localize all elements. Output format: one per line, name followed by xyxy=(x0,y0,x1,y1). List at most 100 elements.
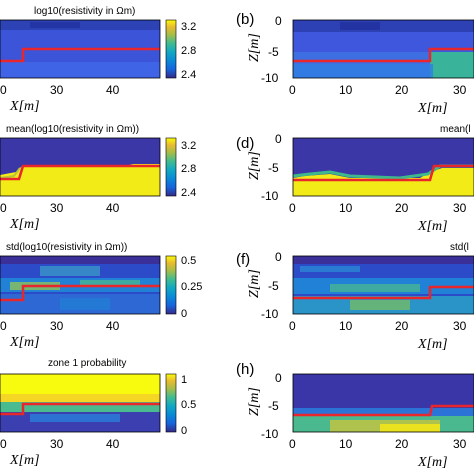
panel-e-xlabel: X[m] xyxy=(9,335,40,350)
panel-a-plot xyxy=(0,19,161,79)
panel-d-xlabel: X[m] xyxy=(417,219,448,234)
panel-b-ytick-2: -10 xyxy=(261,71,279,85)
panel-d-boundary xyxy=(293,164,474,182)
cb-c-tick-1: 2.8 xyxy=(181,163,196,175)
panel-h-ytick-2: -10 xyxy=(261,427,279,441)
panel-g-plot xyxy=(0,373,161,433)
panel-h-xtick-1: 10 xyxy=(339,437,353,451)
panel-f-ytick-1: -5 xyxy=(268,279,279,293)
panel-b-ytick-1: -5 xyxy=(268,45,279,59)
panel-e-xtick-2: 30 xyxy=(50,319,64,333)
cb-c-tick-2: 2.4 xyxy=(181,187,196,199)
panel-c-xtick-1: 30 xyxy=(50,201,64,215)
panel-f-title: std(l xyxy=(450,242,469,253)
panel-g-xtick-0: 0 xyxy=(0,437,7,451)
panel-c-boundary xyxy=(0,164,160,181)
panel-c-title: mean(log10(resistivity in Ωm)) xyxy=(6,124,139,135)
panel-b-plot xyxy=(292,19,474,79)
panel-g-xlabel: X[m] xyxy=(9,453,40,468)
panel-g-xtick-3: 40 xyxy=(106,437,120,451)
panel-d: mean(l (d) 0 -5 -10 Z[m] 0 10 20 30 X[m] xyxy=(236,124,474,234)
panel-c-xtick-2: 40 xyxy=(106,201,120,215)
panel-h-xtick-3: 30 xyxy=(453,437,467,451)
panel-f-boundary xyxy=(293,285,474,300)
panel-label-d: (d) xyxy=(236,135,254,152)
cb-g-tick-1: 0.5 xyxy=(181,399,196,411)
panel-e-xtick-3: 40 xyxy=(106,319,120,333)
panel-h-plot xyxy=(292,373,474,433)
panel-b-xlabel: X[m] xyxy=(417,101,448,116)
panel-g: zone 1 probability 1 0.5 0 0 30 40 X[m] xyxy=(0,358,196,468)
panel-a-xtick-1: 30 xyxy=(50,83,64,97)
panel-c-colorbar: 3.2 2.8 2.4 xyxy=(165,137,196,199)
panel-a-xlabel: X[m] xyxy=(9,99,40,114)
panel-f: std(l (f) 0 -5 -10 Z[m] 0 10 20 30 X[m] xyxy=(236,242,474,352)
panel-g-colorbar: 1 0.5 0 xyxy=(165,373,196,437)
panel-a-title: log10(resistivity in Ωm) xyxy=(34,6,135,17)
panel-e-colorbar: 0.5 0.25 0 xyxy=(165,255,202,320)
panel-f-ytick-2: -10 xyxy=(261,307,279,321)
panel-d-xtick-1: 10 xyxy=(339,201,353,215)
panel-b: (b) 0 -5 -10 Z[m] 0 10 20 30 X[m] xyxy=(236,11,474,116)
cb-a-tick-2: 2.4 xyxy=(181,69,196,81)
panel-h-xtick-2: 20 xyxy=(395,437,409,451)
panel-b-xtick-2: 20 xyxy=(395,83,409,97)
panel-e-xtick-0: 0 xyxy=(0,319,7,333)
panel-d-ytick-1: -5 xyxy=(268,161,279,175)
panel-c-xtick-0: 0 xyxy=(0,201,7,215)
cb-g-tick-0: 1 xyxy=(181,374,187,386)
panel-a-xtick-0: 0 xyxy=(0,83,7,97)
panel-h-ylabel: Z[m] xyxy=(247,387,262,416)
panel-e: std(log10(resistivity in Ωm)) 0.5 0.25 0… xyxy=(0,242,202,350)
panel-g-title: zone 1 probability xyxy=(48,358,126,369)
panel-d-xtick-3: 30 xyxy=(453,201,467,215)
panel-b-boundary xyxy=(293,47,474,63)
panel-h-ytick-1: -5 xyxy=(268,399,279,413)
panel-d-xtick-2: 20 xyxy=(395,201,409,215)
cb-e-tick-0: 0.5 xyxy=(181,255,196,267)
panel-g-xtick-2: 30 xyxy=(50,437,64,451)
panel-label-h: (h) xyxy=(236,361,254,378)
panel-f-ylabel: Z[m] xyxy=(247,269,262,298)
panel-f-xtick-2: 20 xyxy=(395,319,409,333)
panel-d-ytick-0: 0 xyxy=(275,132,282,146)
panel-h-ytick-0: 0 xyxy=(275,371,282,385)
panel-c-plot xyxy=(0,137,161,197)
panel-h-xlabel: X[m] xyxy=(417,455,448,470)
panel-b-xtick-3: 30 xyxy=(453,83,467,97)
panel-f-xtick-0: 0 xyxy=(289,319,296,333)
panel-f-xtick-3: 30 xyxy=(453,319,467,333)
panel-d-title: mean(l xyxy=(440,124,471,135)
cb-g-tick-2: 0 xyxy=(181,425,187,437)
panel-b-xtick-0: 0 xyxy=(289,83,296,97)
panel-d-ylabel: Z[m] xyxy=(247,151,262,180)
panel-b-ylabel: Z[m] xyxy=(247,33,262,62)
cb-a-tick-1: 2.8 xyxy=(181,45,196,57)
panel-g-boundary xyxy=(0,402,160,416)
panel-a-boundary xyxy=(0,47,160,63)
panel-f-xtick-1: 10 xyxy=(339,319,353,333)
panel-label-f: (f) xyxy=(236,251,250,268)
panel-a: log10(resistivity in Ωm) 3.2 2.8 2.4 0 3… xyxy=(0,6,196,114)
panel-f-plot xyxy=(292,255,474,315)
panel-d-plot xyxy=(292,137,474,197)
panel-h: (h) 0 -5 -10 Z[m] 0 10 20 30 X[m] xyxy=(236,361,474,470)
panel-e-title: std(log10(resistivity in Ωm)) xyxy=(6,242,127,253)
panel-a-xtick-2: 40 xyxy=(106,83,120,97)
panel-h-xtick-0: 0 xyxy=(289,437,296,451)
panel-b-xtick-1: 10 xyxy=(339,83,353,97)
panel-f-xlabel: X[m] xyxy=(417,337,448,352)
panel-d-xtick-0: 0 xyxy=(289,201,296,215)
cb-a-tick-0: 3.2 xyxy=(181,21,196,33)
cb-e-tick-1: 0.25 xyxy=(181,281,202,293)
panel-b-ytick-0: 0 xyxy=(275,14,282,28)
panel-h-boundary xyxy=(293,404,474,417)
cb-e-tick-2: 0 xyxy=(181,308,187,320)
panel-d-ytick-2: -10 xyxy=(261,189,279,203)
panel-c: mean(log10(resistivity in Ωm)) 3.2 2.8 2… xyxy=(0,124,196,232)
cb-c-tick-0: 3.2 xyxy=(181,140,196,152)
panel-a-colorbar: 3.2 2.8 2.4 xyxy=(165,19,196,81)
panel-label-b: (b) xyxy=(236,11,254,28)
panel-f-ytick-0: 0 xyxy=(275,250,282,264)
